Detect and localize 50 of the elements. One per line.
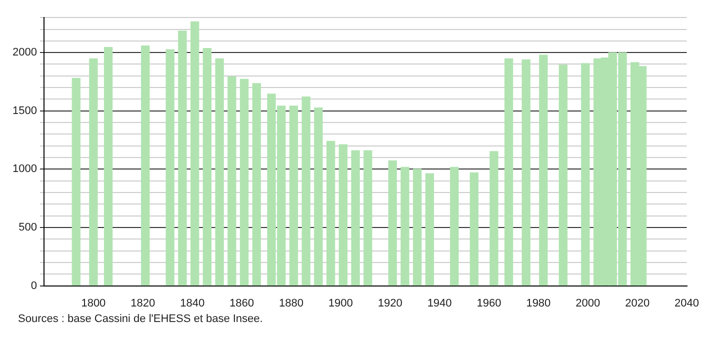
bar bbox=[326, 140, 336, 286]
y-tick-label: 1000 bbox=[12, 163, 37, 176]
bar bbox=[166, 49, 174, 286]
bar bbox=[190, 21, 200, 286]
bar bbox=[412, 168, 422, 286]
bar bbox=[215, 58, 224, 286]
bar bbox=[252, 83, 261, 286]
bar bbox=[141, 45, 150, 286]
bar bbox=[178, 30, 187, 286]
bar bbox=[558, 64, 568, 286]
bar bbox=[364, 150, 372, 286]
bar bbox=[425, 173, 434, 286]
bar bbox=[539, 54, 548, 286]
x-tick-label: 1840 bbox=[180, 297, 205, 310]
x-tick-label: 1900 bbox=[328, 297, 353, 310]
bar bbox=[581, 63, 590, 286]
bar bbox=[351, 150, 360, 286]
bar bbox=[450, 166, 459, 286]
bar bbox=[504, 58, 514, 286]
y-tick-label: 0 bbox=[30, 280, 37, 292]
y-tick-label: 2000 bbox=[12, 46, 37, 59]
bar bbox=[400, 166, 410, 286]
x-tick-label: 2000 bbox=[576, 297, 600, 310]
bar bbox=[522, 59, 530, 286]
bar bbox=[490, 151, 498, 286]
bar bbox=[388, 160, 397, 286]
x-tick-label: 1860 bbox=[230, 297, 254, 310]
bar bbox=[302, 96, 310, 286]
x-tick-label: 1800 bbox=[81, 297, 106, 310]
x-tick-label: 1880 bbox=[278, 297, 304, 310]
bar bbox=[314, 108, 323, 286]
x-tick-label: 2040 bbox=[674, 297, 700, 310]
y-tick-label: 500 bbox=[18, 222, 37, 234]
source-note: Sources : base Cassini de l'EHESS et base Insee. bbox=[18, 313, 264, 325]
x-tick-label: 1960 bbox=[476, 297, 502, 310]
y-tick-label: 1500 bbox=[12, 104, 37, 117]
bar bbox=[104, 47, 113, 286]
x-tick-label: 1920 bbox=[378, 297, 402, 310]
bar bbox=[89, 58, 98, 286]
bar bbox=[289, 106, 298, 286]
bar bbox=[202, 48, 212, 286]
bar bbox=[338, 144, 348, 286]
bar bbox=[470, 172, 478, 286]
bar bbox=[72, 78, 80, 286]
x-tick-label: 1940 bbox=[427, 297, 452, 310]
x-tick-label: 2020 bbox=[625, 297, 650, 310]
bar bbox=[240, 78, 249, 286]
x-tick-label: 1820 bbox=[130, 297, 156, 310]
bar bbox=[228, 76, 236, 286]
x-tick-label: 1980 bbox=[526, 297, 551, 310]
